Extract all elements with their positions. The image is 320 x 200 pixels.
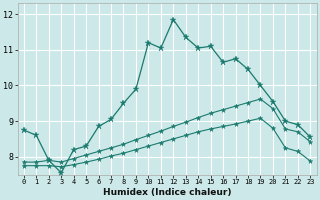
- X-axis label: Humidex (Indice chaleur): Humidex (Indice chaleur): [103, 188, 231, 197]
